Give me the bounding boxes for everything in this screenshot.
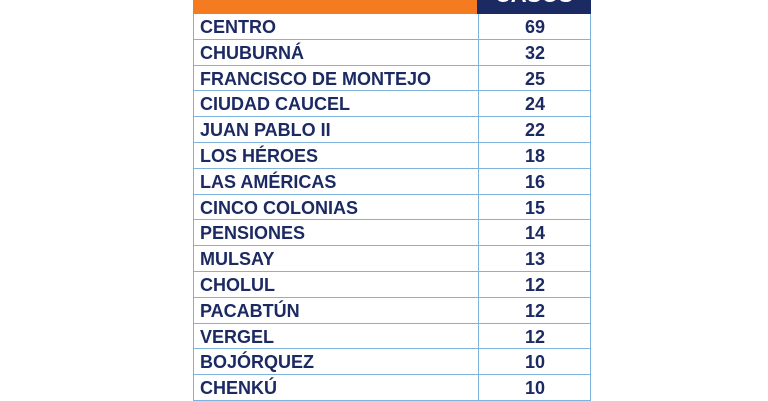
colonia-cell: CIUDAD CAUCEL — [200, 94, 350, 115]
header-cell: COLONIA — [193, 0, 477, 14]
casos-cell: 16 — [478, 168, 591, 194]
casos-cell: 12 — [478, 272, 591, 297]
casos-cell: 18 — [478, 143, 591, 168]
colonia-cell: PACABTÚN — [200, 300, 300, 321]
table-row: LOS HÉROES 18 — [193, 143, 591, 169]
table-row: CHENKÚ 10 — [193, 375, 591, 401]
table-row: CHUBURNÁ 32 — [193, 39, 591, 66]
colonia-cell: JUAN PABLO II — [200, 120, 331, 141]
casos-cell: 10 — [478, 349, 591, 375]
table-row: CINCO COLONIAS 15 — [193, 194, 591, 221]
cases-table: COLONIA CASOS CENTRO69CHUBURNÁ32FRANCISC… — [193, 0, 591, 401]
table-row: MULSAY 13 — [193, 246, 591, 272]
colonia-cell: LAS AMÉRICAS — [200, 171, 337, 192]
colonia-cell: PENSIONES — [200, 223, 306, 244]
table-row: VERGEL 12 — [193, 323, 591, 350]
casos-cell: 15 — [478, 194, 591, 220]
colonia-cell: CHENKÚ — [200, 378, 278, 399]
colonia-cell: LOS HÉROES — [200, 146, 319, 166]
table-row: PACABTÚN 12 — [193, 297, 591, 324]
table-row: CHOLUL 12 — [193, 272, 591, 298]
colonia-cell: CINCO COLONIAS — [200, 197, 359, 218]
table-row: LAS AMÉRICAS 16 — [193, 168, 591, 195]
table-row: BOJÓRQUEZ 10 — [193, 349, 591, 376]
casos-cell: 12 — [478, 297, 591, 323]
colonia-cell: CHUBURNÁ — [200, 42, 304, 63]
header-cell: CASOS — [477, 0, 591, 14]
table-row: CIUDAD CAUCEL 24 — [193, 91, 591, 118]
table-row: PENSIONES 14 — [193, 220, 591, 247]
casos-cell: 13 — [478, 246, 591, 272]
table-row: FRANCISCO DE MONTEJO 25 — [193, 65, 591, 92]
table-row: CENTRO 69 — [193, 14, 591, 40]
casos-cell: 24 — [478, 91, 591, 117]
casos-cell: 32 — [478, 39, 591, 65]
casos-cell: 22 — [478, 117, 591, 143]
casos-cell: 14 — [478, 220, 591, 246]
colonia-cell: CHOLUL — [200, 275, 275, 295]
casos-cell: 25 — [478, 65, 591, 91]
casos-cell: 69 — [478, 14, 591, 39]
colonia-cell: BOJÓRQUEZ — [200, 352, 315, 373]
colonia-cell: CENTRO — [200, 17, 276, 37]
colonia-cell: MULSAY — [200, 249, 275, 270]
colonia-cell: FRANCISCO DE MONTEJO — [200, 68, 432, 89]
casos-cell: 10 — [478, 375, 591, 401]
table-row: JUAN PABLO II 22 — [193, 117, 591, 143]
casos-cell: 12 — [478, 323, 591, 349]
colonia-cell: VERGEL — [200, 326, 275, 347]
